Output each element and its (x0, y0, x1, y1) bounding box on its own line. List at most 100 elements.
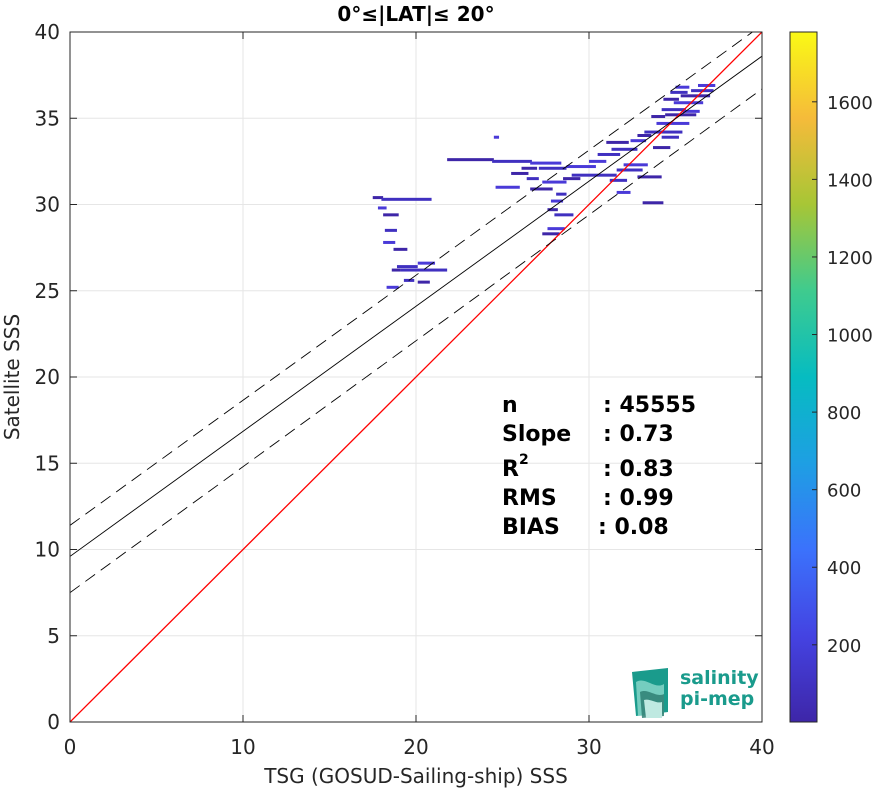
line-fit (70, 55, 762, 557)
stat-n-value: : 45555 (603, 393, 696, 418)
data-point (675, 85, 690, 89)
data-point (673, 101, 704, 105)
colorbar-tick-label: 1000 (827, 326, 873, 347)
y-tick-label: 0 (47, 710, 60, 734)
y-tick-label: 10 (35, 538, 60, 562)
data-point (391, 268, 401, 272)
x-tick-label: 30 (576, 735, 601, 759)
colorbar-tick-label: 1600 (827, 93, 873, 114)
data-point (538, 166, 567, 170)
data-point (637, 175, 662, 179)
data-point (383, 213, 399, 217)
data-point (616, 168, 643, 172)
stat-slope-label: Slope (502, 422, 571, 447)
data-point (663, 97, 679, 101)
data-point (616, 190, 631, 194)
colorbar (789, 31, 818, 723)
data-point (542, 232, 560, 236)
y-axis-title: Satellite SSS (0, 314, 24, 440)
colorbar-tick-label: 400 (827, 558, 861, 579)
data-point (682, 109, 700, 113)
data-point (492, 159, 532, 163)
data-point (656, 121, 690, 125)
data-point (526, 177, 539, 181)
data-point (697, 83, 716, 87)
data-point (589, 159, 607, 163)
x-tick-label: 20 (403, 735, 428, 759)
x-tick-label: 0 (64, 735, 77, 759)
y-tick-label: 5 (47, 624, 60, 648)
data-point (447, 158, 494, 162)
data-point (383, 240, 396, 244)
chart-title: 0°≤|LAT|≤ 20° (337, 2, 494, 26)
salinity-pi-mep-logo: salinity pi-mep (632, 667, 759, 718)
logo-wave-icon (632, 668, 668, 718)
x-axis: 0 10 20 30 40 (64, 32, 775, 759)
data-point (680, 94, 711, 98)
data-point (495, 185, 520, 189)
data-point (556, 192, 567, 196)
data-point (653, 146, 671, 150)
data-point (651, 115, 666, 119)
data-point (547, 208, 558, 212)
colorbar-tick-label: 800 (827, 403, 861, 424)
data-point (400, 268, 448, 272)
data-point (670, 90, 688, 94)
density-points (372, 83, 716, 289)
y-tick-label: 35 (35, 106, 60, 130)
data-point (393, 247, 408, 251)
data-point (606, 140, 629, 144)
colorbar-tick-label: 1400 (827, 170, 873, 191)
data-point (563, 177, 581, 181)
data-point (547, 227, 565, 231)
data-point (377, 206, 387, 210)
y-tick-label: 20 (35, 365, 60, 389)
data-point (566, 165, 596, 169)
y-tick-label: 40 (35, 20, 60, 44)
logo-text-line1: salinity (680, 667, 759, 689)
data-point (630, 139, 647, 143)
stat-rms-label: RMS (502, 486, 557, 511)
data-point (550, 199, 564, 203)
x-axis-title: TSG (GOSUD-Sailing-ship) SSS (263, 764, 568, 788)
colorbar-tick-label: 200 (827, 636, 861, 657)
colorbar-ticks: 200 400 600 800 1000 1200 1400 1600 (812, 93, 873, 657)
data-point (661, 135, 679, 139)
data-point (611, 147, 638, 151)
stat-n-label: n (502, 393, 518, 418)
data-point (396, 265, 418, 269)
regression-lines (70, 32, 762, 722)
data-point (530, 187, 553, 191)
y-tick-label: 25 (35, 279, 60, 303)
data-point (661, 108, 686, 112)
data-point (597, 152, 621, 156)
stat-bias-value: : 0.08 (598, 515, 669, 540)
stat-r2-value: : 0.83 (603, 457, 674, 482)
data-point (642, 201, 664, 205)
y-axis: 0 5 10 15 20 25 30 35 40 (35, 20, 762, 734)
data-point (644, 130, 683, 134)
stats-box: n : 45555 Slope : 0.73 R 2 : 0.83 RMS : … (502, 393, 696, 540)
logo-text-line2: pi-mep (680, 688, 754, 710)
data-point (386, 285, 399, 289)
colorbar-tick-label: 600 (827, 481, 861, 502)
data-point (511, 171, 529, 175)
line-fit+ (70, 32, 754, 526)
y-tick-label: 30 (35, 193, 60, 217)
x-tick-label: 10 (230, 735, 255, 759)
data-point (530, 161, 562, 165)
y-tick-label: 15 (35, 451, 60, 475)
data-point (609, 178, 628, 182)
data-point (417, 261, 436, 265)
data-point (521, 166, 538, 170)
x-tick-label: 40 (749, 735, 774, 759)
stat-r2-superscript: 2 (519, 452, 529, 468)
line-fit- (70, 88, 762, 593)
data-point (417, 280, 430, 284)
data-point (372, 196, 384, 200)
stat-bias-label: BIAS (502, 515, 560, 540)
data-point (384, 228, 397, 232)
data-point (554, 213, 574, 217)
data-point (571, 173, 617, 177)
